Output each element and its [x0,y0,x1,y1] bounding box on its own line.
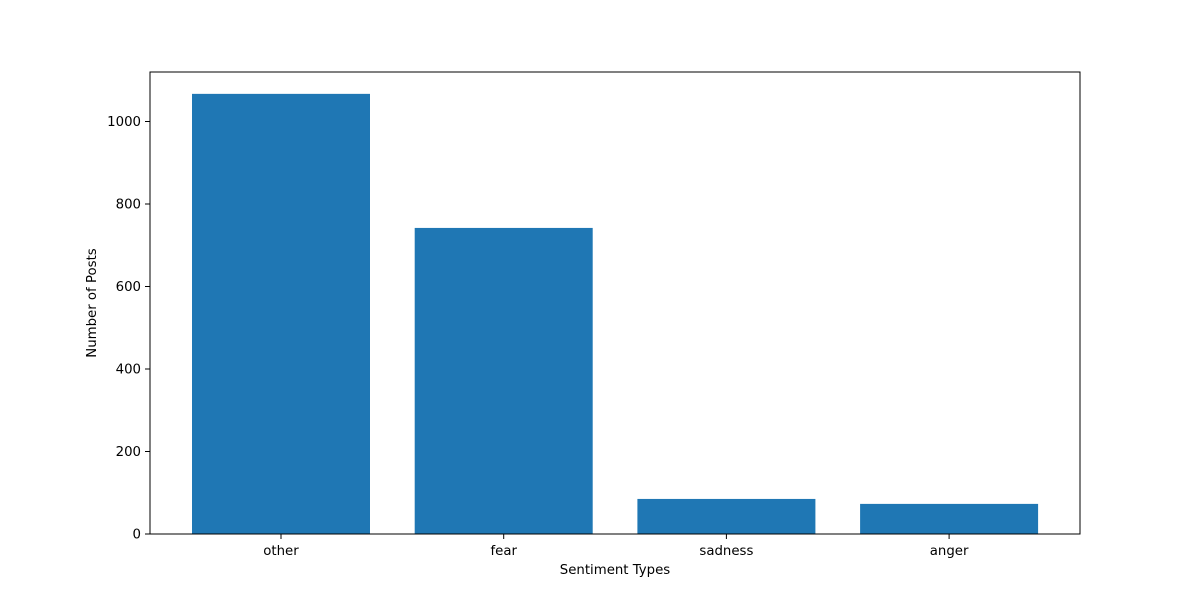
y-axis: 0 200 400 600 800 1000 [107,115,150,543]
bar-fear [414,227,593,535]
bar-anger [860,503,1039,534]
x-tick-label: fear [490,544,517,559]
x-tick-label: sadness [699,544,753,559]
y-tick-label: 600 [116,280,141,295]
y-tick-label: 800 [116,198,141,213]
bar-sadness [637,498,816,534]
bar-other [192,93,370,535]
x-tick-label: anger [930,544,969,559]
x-tick-label: other [263,544,299,559]
x-axis-title: Sentiment Types [560,563,670,578]
y-axis-title: Number of Posts [85,248,100,358]
y-tick-label: 0 [133,528,141,543]
y-tick-label: 1000 [107,115,141,130]
y-tick-label: 400 [116,363,141,378]
bars-group [192,93,1039,535]
plot-frame [149,71,1081,535]
x-axis: other fear sadness anger [263,534,969,559]
y-tick-label: 200 [116,445,141,460]
